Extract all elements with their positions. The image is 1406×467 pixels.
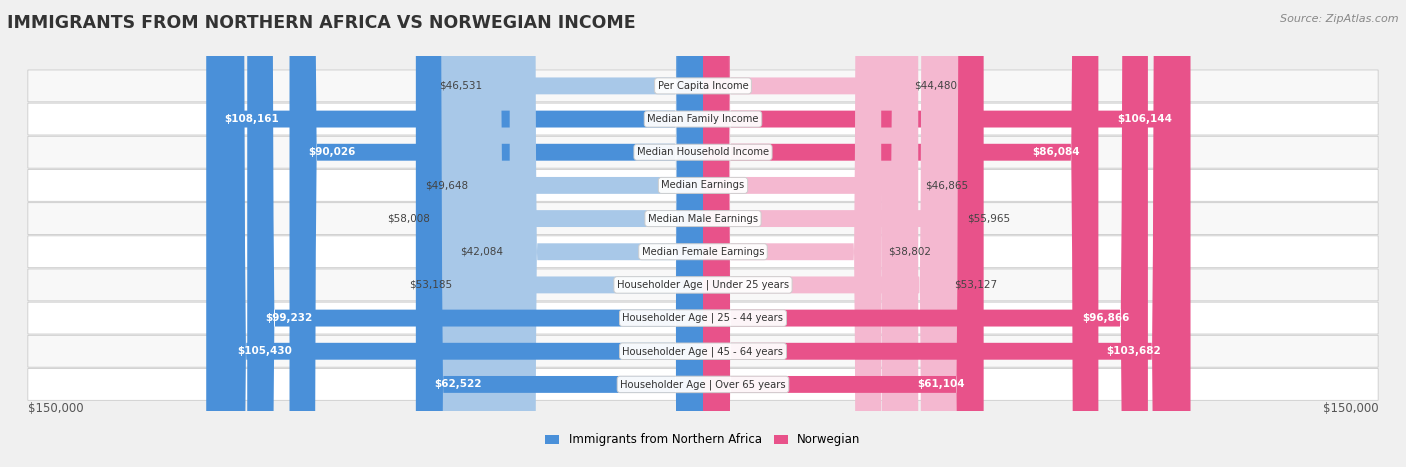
FancyBboxPatch shape <box>703 0 882 467</box>
Text: $103,682: $103,682 <box>1107 346 1161 356</box>
FancyBboxPatch shape <box>703 0 1098 467</box>
FancyBboxPatch shape <box>703 0 948 467</box>
FancyBboxPatch shape <box>458 0 703 467</box>
Text: $99,232: $99,232 <box>266 313 314 323</box>
Text: $46,865: $46,865 <box>925 180 969 191</box>
Text: Householder Age | Under 25 years: Householder Age | Under 25 years <box>617 280 789 290</box>
Text: $105,430: $105,430 <box>238 346 292 356</box>
FancyBboxPatch shape <box>489 0 703 467</box>
Text: Per Capita Income: Per Capita Income <box>658 81 748 91</box>
Text: $86,084: $86,084 <box>1032 147 1080 157</box>
Text: $46,531: $46,531 <box>439 81 482 91</box>
Text: Median Household Income: Median Household Income <box>637 147 769 157</box>
Text: $96,866: $96,866 <box>1083 313 1129 323</box>
Text: $108,161: $108,161 <box>225 114 280 124</box>
Text: Median Male Earnings: Median Male Earnings <box>648 213 758 224</box>
Text: Median Family Income: Median Family Income <box>647 114 759 124</box>
Text: $58,008: $58,008 <box>387 213 430 224</box>
Text: $106,144: $106,144 <box>1118 114 1173 124</box>
FancyBboxPatch shape <box>28 70 1378 102</box>
Text: $38,802: $38,802 <box>889 247 931 257</box>
FancyBboxPatch shape <box>437 0 703 467</box>
Text: $150,000: $150,000 <box>28 402 83 415</box>
FancyBboxPatch shape <box>247 0 703 467</box>
FancyBboxPatch shape <box>703 0 960 467</box>
Text: $90,026: $90,026 <box>308 147 356 157</box>
FancyBboxPatch shape <box>28 136 1378 168</box>
FancyBboxPatch shape <box>703 0 907 467</box>
FancyBboxPatch shape <box>703 0 1180 467</box>
Text: IMMIGRANTS FROM NORTHERN AFRICA VS NORWEGIAN INCOME: IMMIGRANTS FROM NORTHERN AFRICA VS NORWE… <box>7 14 636 32</box>
Text: $55,965: $55,965 <box>967 213 1010 224</box>
FancyBboxPatch shape <box>219 0 703 467</box>
Text: $44,480: $44,480 <box>914 81 957 91</box>
FancyBboxPatch shape <box>207 0 703 467</box>
Text: $61,104: $61,104 <box>918 379 966 389</box>
FancyBboxPatch shape <box>703 0 984 467</box>
Text: Median Earnings: Median Earnings <box>661 180 745 191</box>
FancyBboxPatch shape <box>416 0 703 467</box>
Text: $62,522: $62,522 <box>434 379 482 389</box>
FancyBboxPatch shape <box>290 0 703 467</box>
Text: $53,185: $53,185 <box>409 280 451 290</box>
Text: $150,000: $150,000 <box>1323 402 1378 415</box>
FancyBboxPatch shape <box>28 170 1378 201</box>
Text: Householder Age | Over 65 years: Householder Age | Over 65 years <box>620 379 786 389</box>
Text: $42,084: $42,084 <box>460 247 503 257</box>
FancyBboxPatch shape <box>28 269 1378 301</box>
Text: Source: ZipAtlas.com: Source: ZipAtlas.com <box>1281 14 1399 24</box>
Text: $49,648: $49,648 <box>425 180 468 191</box>
Text: Householder Age | 45 - 64 years: Householder Age | 45 - 64 years <box>623 346 783 356</box>
Legend: Immigrants from Northern Africa, Norwegian: Immigrants from Northern Africa, Norwegi… <box>540 429 866 451</box>
FancyBboxPatch shape <box>28 203 1378 234</box>
FancyBboxPatch shape <box>28 368 1378 400</box>
FancyBboxPatch shape <box>28 302 1378 334</box>
FancyBboxPatch shape <box>28 335 1378 367</box>
Text: $53,127: $53,127 <box>953 280 997 290</box>
FancyBboxPatch shape <box>510 0 703 467</box>
FancyBboxPatch shape <box>28 103 1378 135</box>
FancyBboxPatch shape <box>475 0 703 467</box>
FancyBboxPatch shape <box>703 0 918 467</box>
Text: Median Female Earnings: Median Female Earnings <box>641 247 765 257</box>
FancyBboxPatch shape <box>28 236 1378 268</box>
Text: Householder Age | 25 - 44 years: Householder Age | 25 - 44 years <box>623 313 783 323</box>
FancyBboxPatch shape <box>703 0 1191 467</box>
FancyBboxPatch shape <box>703 0 1147 467</box>
